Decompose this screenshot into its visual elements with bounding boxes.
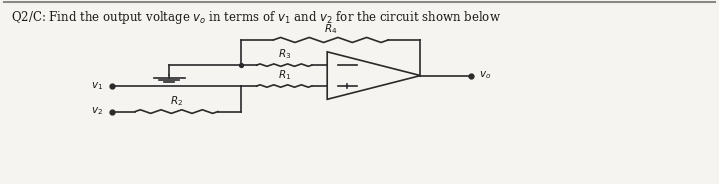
Text: $R_1$: $R_1$ [278, 68, 290, 82]
Text: $v_1$: $v_1$ [91, 80, 104, 92]
Text: $R_4$: $R_4$ [324, 22, 337, 36]
Text: Q2/C: Find the output voltage $v_o$ in terms of $v_1$ and $v_2$ for the circuit : Q2/C: Find the output voltage $v_o$ in t… [12, 9, 501, 26]
Text: $R_2$: $R_2$ [170, 94, 183, 108]
Text: $v_2$: $v_2$ [91, 105, 104, 117]
Text: $v_o$: $v_o$ [480, 70, 492, 82]
Text: $R_3$: $R_3$ [278, 47, 290, 61]
